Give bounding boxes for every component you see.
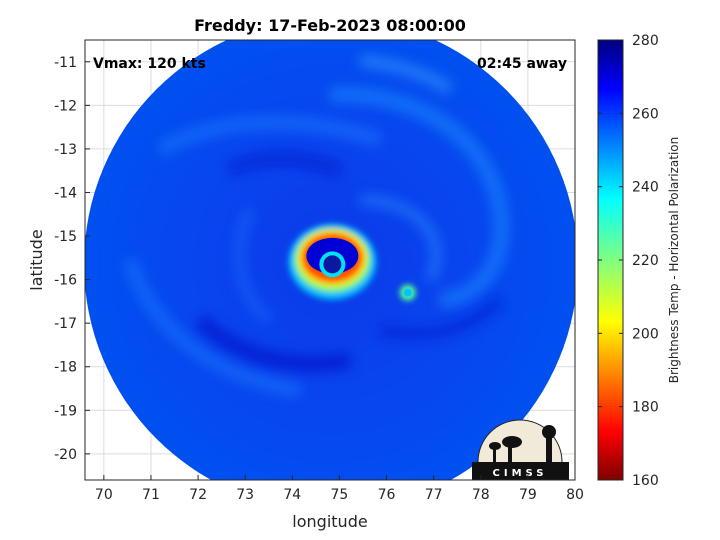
colorbar-tick-label: 260 — [632, 106, 659, 122]
x-axis: 70 71 72 73 74 75 76 77 78 79 80 — [95, 475, 584, 503]
rain-bands — [123, 54, 510, 397]
y-tick-label: -16 — [54, 273, 77, 289]
dark-bands — [194, 152, 505, 372]
x-tick-label: 72 — [189, 487, 207, 503]
y-axis: -11 -12 -13 -14 -15 -16 -17 -18 -19 -20 — [54, 55, 90, 463]
y-tick-label: -17 — [54, 316, 77, 332]
colorbar-ticks: 160 180 200 220 240 260 280 — [598, 33, 659, 489]
convective-cell — [403, 288, 412, 297]
y-tick-label: -20 — [54, 447, 77, 463]
x-tick-label: 80 — [566, 487, 584, 503]
cimss-logo: CIMSS — [472, 419, 569, 481]
colorbar-tick-label: 160 — [632, 473, 659, 489]
colorbar-label: Brightness Temp - Horizontal Polarizatio… — [667, 137, 681, 384]
logo-text: CIMSS — [493, 468, 548, 479]
x-tick-label: 76 — [378, 487, 396, 503]
y-tick-label: -19 — [54, 403, 77, 419]
colorbar-tick-label: 240 — [632, 180, 659, 196]
x-axis-label: longitude — [292, 512, 367, 531]
eye — [323, 255, 342, 274]
x-tick-label: 79 — [519, 487, 537, 503]
logo-tower-icon — [542, 425, 556, 462]
x-tick-label: 73 — [236, 487, 254, 503]
y-tick-label: -13 — [54, 142, 77, 158]
logo-dish-icon — [489, 436, 522, 462]
axes-box — [84, 39, 576, 481]
x-tick-label: 70 — [95, 487, 113, 503]
y-tick-label: -15 — [54, 229, 77, 245]
time-away-annotation: 02:45 away — [477, 56, 567, 72]
x-tick-label: 71 — [142, 487, 160, 503]
chart-title: Freddy: 17-Feb-2023 08:00:00 — [194, 16, 466, 35]
x-tick-label: 77 — [425, 487, 443, 503]
colorbar-tick-label: 220 — [632, 253, 659, 269]
storm-features — [288, 223, 416, 301]
colorbar-tick-label: 280 — [632, 33, 659, 49]
y-tick-label: -12 — [54, 98, 77, 114]
vmax-annotation: Vmax: 120 kts — [93, 56, 206, 72]
y-tick-label: -14 — [54, 185, 77, 201]
y-axis-label: latitude — [27, 229, 46, 290]
x-tick-label: 78 — [472, 487, 490, 503]
x-tick-label: 75 — [331, 487, 349, 503]
colorbar-tick-label: 180 — [632, 400, 659, 416]
colorbar-tick-label: 200 — [632, 326, 659, 342]
y-tick-label: -11 — [54, 55, 77, 71]
y-tick-label: -18 — [54, 360, 77, 376]
colorbar — [597, 39, 624, 481]
x-tick-label: 74 — [283, 487, 301, 503]
